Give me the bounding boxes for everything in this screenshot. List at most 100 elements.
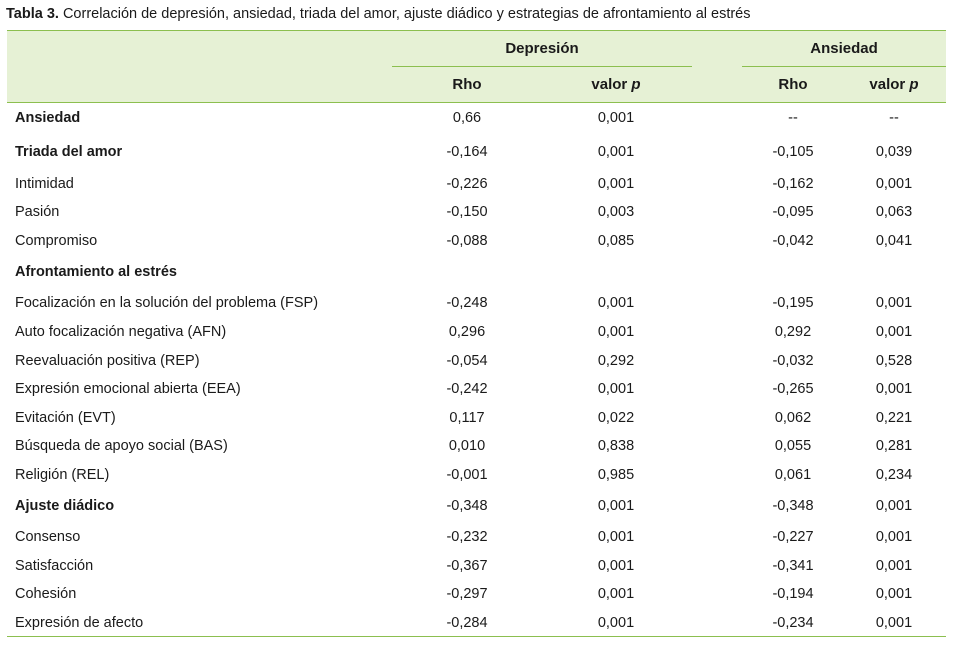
row-label: Triada del amor	[15, 144, 123, 160]
table-row: Ajuste diádico -0,348 0,001 -0,348 0,001	[0, 498, 955, 520]
row-label: Satisfacción	[15, 558, 94, 574]
cell-dep-rho: -0,284	[446, 615, 488, 631]
cell-dep-rho: -0,150	[446, 204, 488, 220]
cell-anx-rho: 0,292	[774, 324, 812, 340]
cell-dep-rho: -0,001	[446, 467, 488, 483]
row-label: Religión (REL)	[15, 467, 110, 483]
header-anx-p-var: p	[909, 76, 919, 93]
cell-dep-rho: 0,117	[449, 410, 485, 426]
header-group-ansiedad: Ansiedad	[810, 40, 878, 57]
table-row: Ansiedad 0,66 0,001 -- --	[0, 110, 955, 132]
cell-anx-rho: -0,162	[772, 176, 814, 192]
row-label: Pasión	[15, 204, 60, 220]
cell-anx-p: 0,039	[875, 144, 913, 160]
cell-anx-rho: 0,055	[774, 438, 812, 454]
row-label: Búsqueda de apoyo social (BAS)	[15, 438, 228, 454]
cell-dep-rho: -0,348	[446, 498, 488, 514]
cell-anx-rho: -0,348	[772, 498, 814, 514]
table-row: Búsqueda de apoyo social (BAS) 0,010 0,838…	[0, 438, 955, 460]
cell-anx-p: 0,528	[875, 353, 913, 369]
cell-anx-rho: 0,061	[774, 467, 812, 483]
cell-anx-rho: -0,194	[772, 586, 814, 602]
cell-dep-rho: 0,296	[448, 324, 486, 340]
cell-dep-p: 0,022	[597, 410, 635, 426]
cell-dep-p: 0,001	[597, 529, 635, 545]
table-caption-text: Correlación de depresión, ansiedad, tria…	[58, 6, 751, 22]
cell-anx-p: 0,063	[875, 204, 913, 220]
cell-dep-p: 0,001	[597, 498, 635, 514]
row-label: Expresión emocional abierta (EEA)	[15, 381, 241, 397]
table-row: Intimidad -0,226 0,001 -0,162 0,001	[0, 176, 955, 198]
cell-dep-rho: -0,226	[446, 176, 488, 192]
cell-anx-rho: -0,095	[772, 204, 814, 220]
cell-dep-rho: -0,297	[446, 586, 488, 602]
cell-anx-p: 0,001	[875, 324, 913, 340]
cell-dep-p: 0,001	[597, 110, 635, 126]
cell-anx-rho: -0,265	[772, 381, 814, 397]
cell-dep-p: 0,001	[597, 558, 635, 574]
header-dep-p-var: p	[631, 76, 641, 93]
table-row: Expresión de afecto -0,284 0,001 -0,234 0,00…	[0, 615, 955, 637]
row-label: Focalización en la solución del problema…	[15, 295, 319, 311]
table-bottom-rule	[7, 636, 946, 637]
cell-dep-p: 0,001	[597, 324, 635, 340]
cell-anx-p: 0,001	[875, 558, 913, 574]
cell-anx-p: 0,001	[875, 295, 913, 311]
cell-anx-rho: 0,062	[774, 410, 812, 426]
row-label: Consenso	[15, 529, 81, 545]
cell-anx-p: 0,001	[875, 586, 913, 602]
cell-dep-p: 0,001	[597, 586, 635, 602]
cell-dep-rho: 0,66	[452, 110, 482, 126]
header-group-depresion: Depresión	[505, 40, 579, 57]
cell-anx-rho: -0,032	[772, 353, 814, 369]
cell-dep-p: 0,001	[597, 176, 635, 192]
row-label: Afrontamiento al estrés	[15, 264, 177, 280]
table-row: Satisfacción -0,367 0,001 -0,341 0,001	[0, 558, 955, 580]
table-row: Cohesión -0,297 0,001 -0,194 0,001	[0, 586, 955, 608]
row-label: Ajuste diádico	[15, 498, 115, 514]
cell-dep-rho: -0,164	[446, 144, 488, 160]
cell-anx-rho: -0,341	[772, 558, 814, 574]
cell-anx-p: 0,001	[875, 176, 913, 192]
cell-dep-p: 0,001	[597, 295, 635, 311]
row-label: Ansiedad	[15, 110, 81, 126]
table-row: Consenso -0,232 0,001 -0,227 0,001	[0, 529, 955, 551]
cell-dep-rho: -0,232	[446, 529, 488, 545]
cell-anx-p: 0,001	[875, 381, 913, 397]
table-row: Afrontamiento al estrés	[0, 264, 955, 286]
cell-anx-rho: -0,227	[772, 529, 814, 545]
cell-anx-p: 0,001	[875, 615, 913, 631]
cell-anx-rho: -0,042	[772, 233, 814, 249]
cell-dep-rho: -0,242	[446, 381, 488, 397]
cell-dep-rho: -0,088	[446, 233, 488, 249]
table-row: Pasión -0,150 0,003 -0,095 0,063	[0, 204, 955, 226]
row-label: Expresión de afecto	[15, 615, 144, 631]
cell-dep-rho: -0,367	[446, 558, 488, 574]
row-label: Evitación (EVT)	[15, 410, 116, 426]
table-row: Compromiso -0,088 0,085 -0,042 0,041	[0, 233, 955, 255]
cell-dep-p: 0,838	[597, 438, 635, 454]
cell-dep-p: 0,085	[597, 233, 635, 249]
table-caption: Tabla 3. Correlación de depresión, ansie…	[6, 6, 751, 22]
cell-dep-p: 0,001	[597, 615, 635, 631]
cell-dep-rho: -0,054	[446, 353, 488, 369]
cell-dep-p: 0,003	[597, 204, 635, 220]
header-anx-p: valor p	[839, 76, 949, 93]
cell-dep-p: 0,292	[597, 353, 635, 369]
table-row: Reevaluación positiva (REP) -0,054 0,292 -0…	[0, 353, 955, 375]
cell-anx-p: 0,001	[875, 529, 913, 545]
cell-anx-p: 0,041	[875, 233, 913, 249]
cell-dep-rho: 0,010	[448, 438, 486, 454]
table-row: Expresión emocional abierta (EEA) -0,242 0…	[0, 381, 955, 403]
cell-anx-rho: -0,234	[772, 615, 814, 631]
cell-dep-p: 0,001	[597, 381, 635, 397]
row-label: Cohesión	[15, 586, 77, 602]
cell-anx-rho: --	[788, 110, 798, 126]
header-group-rule-depresion	[392, 66, 692, 67]
table-row: Religión (REL) -0,001 0,985 0,061 0,234	[0, 467, 955, 489]
row-label: Intimidad	[15, 176, 74, 192]
cell-anx-rho: -0,105	[772, 144, 814, 160]
table-row: Triada del amor -0,164 0,001 -0,105 0,039	[0, 144, 955, 166]
header-anx-rho: Rho	[778, 76, 808, 93]
header-group-rule-ansiedad	[742, 66, 946, 67]
